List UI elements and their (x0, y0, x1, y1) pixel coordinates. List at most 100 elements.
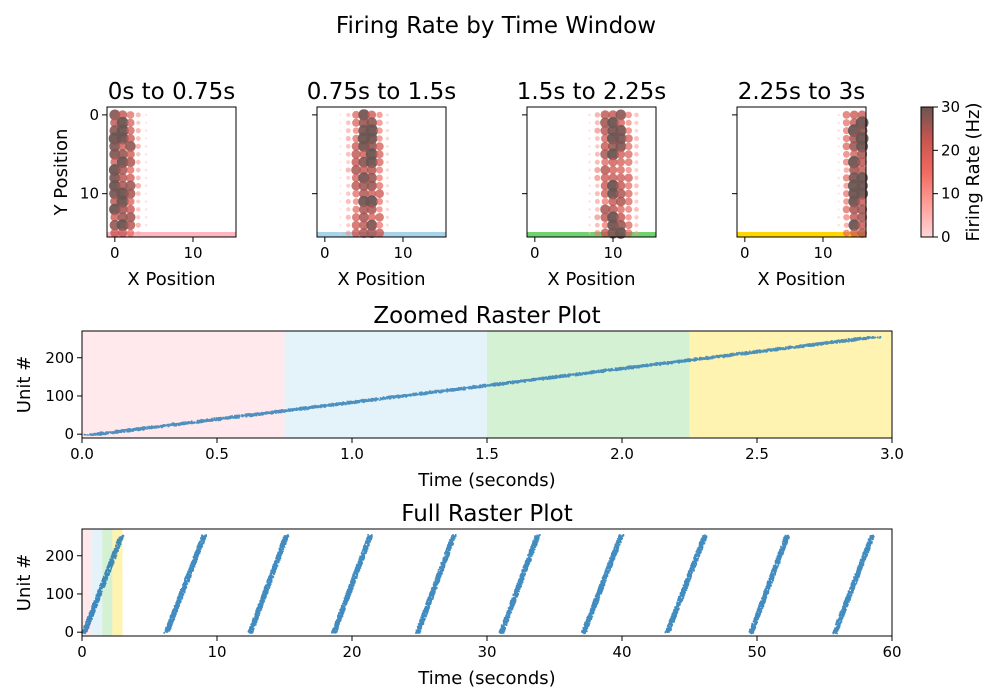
heatmap-point (857, 204, 868, 215)
heatmap-point (843, 214, 850, 221)
heatmap-point (385, 160, 389, 164)
heatmap-point (116, 195, 129, 208)
heatmap-point (837, 113, 840, 117)
heatmap-point (855, 116, 869, 130)
heatmap-point (385, 136, 390, 141)
full-raster-panel: Full Raster Plot 0 10 20 30 40 50 60 0 100 200 Time… (14, 501, 902, 689)
y-tick-label: 0 (64, 623, 74, 641)
heatmap-point (366, 132, 378, 145)
heatmap-point (109, 148, 121, 160)
heatmap-point (600, 204, 611, 215)
heatmap-point (385, 223, 389, 227)
heatmap-point (843, 198, 850, 205)
heatmap-point (600, 189, 610, 199)
heatmap-point (366, 228, 377, 239)
heatmap-point (135, 222, 141, 228)
heatmap-point (608, 110, 618, 120)
time-window-band (92, 529, 103, 636)
heatmap-point (144, 113, 148, 117)
heatmap-title: 0.75s to 1.5s (307, 79, 456, 105)
heatmap-point (608, 204, 618, 215)
x-tick-label: 40 (612, 643, 631, 661)
heatmap-point (600, 181, 610, 191)
heatmap-point (385, 191, 390, 196)
heatmap-point (843, 182, 850, 189)
colorbar-tick-label: 30 (941, 98, 960, 116)
heatmap-point (358, 180, 370, 191)
heatmap-point (125, 220, 136, 230)
heatmap-point (595, 144, 600, 149)
heatmap-point (125, 141, 136, 152)
heatmap-point (375, 182, 384, 190)
heatmap-point (600, 134, 610, 143)
raster-spike-sweep (664, 534, 708, 634)
heatmap-point (634, 223, 639, 228)
heatmap-point (366, 204, 377, 215)
y-tick-label: 200 (45, 547, 74, 565)
heatmap-point (135, 143, 141, 150)
heatmap-point (601, 197, 609, 206)
heatmap-point (624, 229, 633, 237)
heatmap-point (375, 166, 384, 174)
heatmap-point (358, 140, 370, 153)
raster-spike-sweep (83, 336, 882, 436)
heatmap-point (594, 112, 601, 118)
heatmap-point (848, 155, 861, 169)
heatmap-point (624, 182, 633, 190)
heatmap-title: 0s to 0.75s (108, 79, 236, 105)
heatmap-point (126, 118, 135, 127)
heatmap-point (843, 167, 850, 173)
x-tick-label: 10 (813, 244, 832, 262)
heatmap-point (625, 214, 632, 221)
heatmap-point (352, 118, 361, 127)
heatmap-point (352, 134, 360, 143)
heatmap-point (366, 165, 377, 175)
heatmap-point (616, 165, 625, 175)
heatmap-point (109, 203, 121, 216)
x-tick-label: 10 (393, 244, 412, 262)
heatmap-point (351, 173, 361, 183)
x-tick-label: 60 (882, 643, 901, 661)
x-tick-label: 2.5 (745, 445, 769, 463)
heatmap-point (376, 119, 383, 126)
heatmap-point (842, 150, 850, 158)
heatmap-point (351, 220, 361, 230)
heatmap-point (359, 228, 369, 238)
heatmap-point (634, 112, 639, 118)
y-axis-label: Unit # (14, 554, 35, 611)
raster-spike-sweep (748, 534, 790, 635)
heatmap-point (588, 176, 591, 180)
heatmap-point (624, 150, 633, 159)
heatmap-point (842, 158, 850, 166)
heatmap-point (600, 110, 610, 120)
y-tick-label: 0 (89, 106, 99, 124)
heatmap-point (144, 208, 148, 211)
heatmap-point (594, 120, 600, 126)
heatmap-point (126, 229, 135, 237)
heatmap-point (837, 231, 840, 235)
heatmap-point (339, 129, 342, 132)
heatmap-point (842, 190, 850, 198)
x-tick-label: 30 (477, 643, 496, 661)
heatmap-point (594, 159, 600, 165)
heatmap-point (625, 205, 633, 213)
x-tick-label: 50 (747, 643, 766, 661)
heatmap-frame (526, 106, 657, 238)
heatmap-point (837, 215, 841, 219)
heatmap-point (345, 214, 351, 220)
heatmap-point (385, 184, 390, 188)
heatmap-point (346, 183, 351, 188)
heatmap-point (110, 228, 120, 238)
heatmap-point (857, 196, 867, 207)
heatmap-point (615, 220, 626, 231)
heatmap-point (144, 192, 148, 195)
heatmap-point (346, 160, 351, 165)
heatmap-point (358, 172, 370, 184)
heatmap-point (351, 149, 361, 159)
heatmap-point (118, 228, 128, 238)
heatmap-point (607, 116, 619, 129)
heatmap-point (608, 165, 618, 175)
x-tick-label: 1.5 (475, 445, 499, 463)
x-tick-label: 0 (110, 244, 120, 262)
heatmap-point (624, 221, 633, 230)
